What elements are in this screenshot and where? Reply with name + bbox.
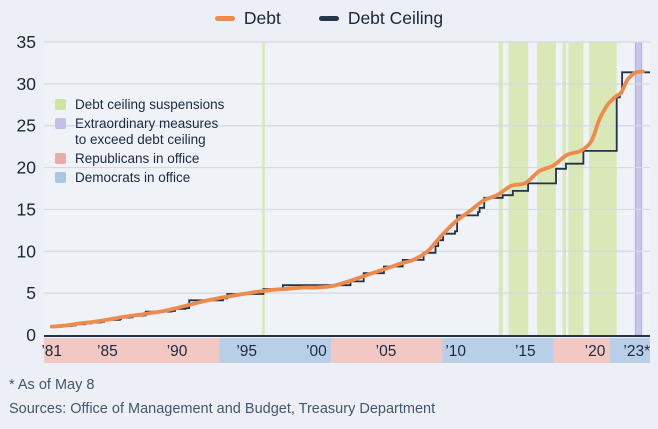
- party-band-democrats: [442, 338, 554, 363]
- legend-label-debt: Debt: [243, 8, 281, 28]
- y-tick-label-25: 25: [17, 116, 36, 136]
- y-tick-label-35: 35: [17, 32, 36, 52]
- x-tick-label-2000: ’00: [306, 343, 327, 360]
- y-tick-label-15: 15: [17, 199, 36, 219]
- legend-item-extraordinary-measures: Extraordinary measures to exceed debt ce…: [55, 116, 224, 148]
- x-tick-label-2020: ’20: [585, 343, 606, 360]
- legend-label-debt-ceiling: Debt Ceiling: [347, 8, 444, 28]
- suspension-band: [498, 42, 503, 335]
- democrats-swatch: [55, 172, 66, 183]
- debt-line: [49, 69, 645, 329]
- x-tick-label-2010: ’10: [445, 343, 466, 360]
- party-band-republicans: [44, 338, 220, 363]
- party-band-republicans: [553, 338, 610, 363]
- chart-legend-top: Debt Debt Ceiling: [0, 8, 658, 29]
- sources-attribution: Sources: Office of Management and Budget…: [9, 401, 436, 417]
- legend-label-republicans: Republicans in office: [75, 151, 200, 166]
- extraordinary-measures-swatch: [55, 118, 66, 129]
- legend-label-democrats: Democrats in office: [75, 170, 191, 185]
- party-band-republicans: [330, 338, 443, 363]
- suspension-band: [562, 42, 566, 335]
- suspension-band: [537, 42, 556, 335]
- y-tick-label-10: 10: [17, 241, 37, 261]
- x-tick-label-1981: ’81: [41, 343, 62, 360]
- x-tick-label-2015: ’15: [515, 343, 536, 360]
- suspension-band: [508, 42, 529, 335]
- debt-ceiling-line-swatch: [318, 16, 339, 21]
- legend-label-suspensions: Debt ceiling suspensions: [75, 97, 225, 112]
- republicans-swatch: [55, 153, 66, 164]
- legend-label-extraordinary-measures: Extraordinary measures to exceed debt ce…: [75, 116, 219, 147]
- x-tick-label-2005: ’05: [376, 343, 397, 360]
- party-band-democrats: [609, 338, 650, 363]
- suspensions-swatch: [55, 99, 66, 110]
- y-tick-label-30: 30: [17, 74, 37, 94]
- y-tick-label-5: 5: [26, 283, 36, 303]
- legend-item-debt: Debt: [214, 8, 281, 29]
- chart-legend-inset: Debt ceiling suspensions Extraordinary m…: [55, 97, 224, 186]
- x-tick-label-2023: ’23*: [623, 343, 650, 360]
- legend-item-republicans: Republicans in office: [55, 151, 224, 167]
- suspension-band: [568, 42, 584, 335]
- legend-item-debt-ceiling: Debt Ceiling: [318, 8, 444, 29]
- y-tick-label-0: 0: [26, 325, 36, 345]
- debt-line-swatch: [214, 16, 235, 21]
- extraordinary-measures-band: [634, 41, 643, 336]
- x-tick-label-1990: ’90: [167, 343, 188, 360]
- x-tick-label-1995: ’95: [236, 343, 257, 360]
- x-tick-label-1985: ’85: [97, 343, 118, 360]
- y-tick-label-20: 20: [17, 158, 37, 178]
- party-band-democrats: [219, 338, 331, 363]
- plot-area: [44, 42, 650, 335]
- suspension-band: [589, 42, 617, 335]
- legend-item-suspensions: Debt ceiling suspensions: [55, 97, 224, 113]
- footnote-as-of-date: * As of May 8: [9, 377, 95, 393]
- legend-item-democrats: Democrats in office: [55, 170, 224, 186]
- suspension-band: [262, 42, 265, 335]
